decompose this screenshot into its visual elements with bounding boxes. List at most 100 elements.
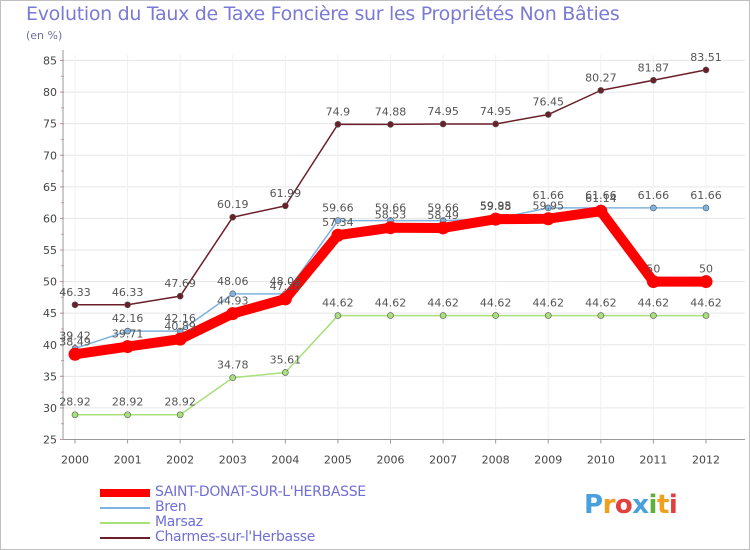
axes-layer: 25 30 35 40 45 50 55 60 65 70 75 80 85 2000 2001 2002 20… <box>43 50 745 467</box>
series-point-0 <box>439 120 447 128</box>
series-point-0 <box>702 66 710 74</box>
data-label-3: 59.95 <box>533 200 565 213</box>
data-label-1: 35.61 <box>270 353 302 366</box>
data-label-1: 44.62 <box>375 297 407 310</box>
series-point-3 <box>594 204 608 218</box>
series-point-3 <box>68 347 82 361</box>
series-point-1 <box>124 411 131 419</box>
data-label-1: 28.92 <box>112 396 144 409</box>
series-point-0 <box>282 202 289 210</box>
series-point-1 <box>176 411 184 419</box>
x-tick-label: 2002 <box>166 454 194 467</box>
chart-legend: SAINT-DONAT-SUR-L'HERBASSE Bren Marsaz C… <box>100 484 430 545</box>
series-point-3 <box>226 307 240 321</box>
legend-label-marsaz: Marsaz <box>155 514 203 530</box>
data-label-0: 80.27 <box>585 71 617 84</box>
series-point-1 <box>544 312 552 319</box>
data-label-3: 47.26 <box>270 280 302 293</box>
data-label-2: 42.16 <box>112 312 144 325</box>
y-tick-label: 75 <box>43 118 57 131</box>
logo-letter: t <box>656 490 669 520</box>
series-layer <box>68 66 713 419</box>
data-label-3: 50 <box>646 263 660 276</box>
y-tick-label: 60 <box>43 212 57 225</box>
series-point-3 <box>384 221 397 235</box>
data-label-2: 61.66 <box>585 189 617 202</box>
series-point-3 <box>541 212 555 226</box>
y-axis-unit-label: (en %) <box>26 29 63 42</box>
data-label-0: 74.88 <box>375 105 407 118</box>
x-tick-label: 2003 <box>219 454 247 467</box>
series-point-0 <box>229 213 237 221</box>
data-label-3: 58.53 <box>375 209 407 222</box>
x-tick-label: 2007 <box>429 454 457 467</box>
legend-swatch-bren <box>100 507 150 509</box>
x-tick-label: 2012 <box>692 454 720 467</box>
legend-label-saint-donat: SAINT-DONAT-SUR-L'HERBASSE <box>155 484 366 500</box>
series-point-0 <box>650 76 657 84</box>
series-point-0 <box>492 120 499 128</box>
data-label-3: 50 <box>699 263 713 276</box>
series-point-3 <box>646 275 660 289</box>
data-label-1: 44.62 <box>533 297 565 310</box>
series-point-2 <box>124 327 131 335</box>
data-label-0: 81.87 <box>638 61 670 74</box>
series-point-0 <box>334 120 342 128</box>
data-label-3: 44.93 <box>217 295 249 308</box>
y-tick-label: 35 <box>43 370 57 383</box>
x-tick-label: 2005 <box>324 454 352 467</box>
chart-title: Evolution du Taux de Taxe Foncière sur l… <box>26 3 620 25</box>
y-tick-label: 55 <box>43 244 57 257</box>
data-label-2: 48.06 <box>270 275 302 288</box>
series-point-2 <box>702 204 710 212</box>
data-label-2: 39.42 <box>59 329 91 342</box>
series-point-3 <box>121 340 135 354</box>
x-tick-label: 2011 <box>639 454 667 467</box>
series-point-3 <box>699 275 713 289</box>
proxiti-logo: Proxiti <box>584 490 678 520</box>
legend-item-bren: Bren <box>100 499 430 515</box>
data-label-0: 83.51 <box>690 51 722 64</box>
legend-label-bren: Bren <box>155 499 187 515</box>
y-tick-label: 85 <box>43 55 57 68</box>
data-label-2: 59.95 <box>480 200 512 213</box>
x-tick-label: 2004 <box>271 454 299 467</box>
data-label-1: 28.92 <box>59 396 91 409</box>
series-point-3 <box>331 228 345 242</box>
y-tick-label: 25 <box>43 434 57 447</box>
series-point-0 <box>176 292 184 300</box>
data-label-2: 61.66 <box>638 189 670 202</box>
legend-item-charmes: Charmes-sur-l'Herbasse <box>100 529 430 545</box>
data-label-2: 42.16 <box>164 312 196 325</box>
data-label-1: 44.62 <box>690 297 722 310</box>
data-label-1: 44.62 <box>480 297 512 310</box>
series-point-2 <box>229 290 237 298</box>
series-point-0 <box>71 301 79 309</box>
logo-letter: i <box>648 490 658 520</box>
data-label-1: 44.62 <box>427 297 459 310</box>
data-label-2: 61.66 <box>690 189 722 202</box>
series-point-2 <box>650 204 657 212</box>
series-point-3 <box>436 221 450 235</box>
data-label-0: 74.9 <box>326 105 351 118</box>
series-point-0 <box>544 111 552 118</box>
data-label-2: 59.66 <box>322 202 354 215</box>
x-tick-label: 2008 <box>482 454 510 467</box>
series-point-1 <box>492 312 499 319</box>
data-label-3: 57.34 <box>322 216 354 229</box>
data-label-0: 74.95 <box>427 105 459 118</box>
y-tick-label: 70 <box>43 149 57 162</box>
data-label-2: 59.66 <box>427 202 459 215</box>
series-point-2 <box>544 204 552 212</box>
y-tick-label: 30 <box>43 402 57 415</box>
logo-letter: r <box>602 490 616 520</box>
data-label-2: 59.66 <box>375 202 407 215</box>
data-label-0: 46.33 <box>59 286 91 299</box>
data-label-0: 47.69 <box>164 277 196 290</box>
data-label-2: 48.06 <box>217 275 249 288</box>
y-tick-label: 80 <box>43 86 57 99</box>
x-tick-label: 2010 <box>587 454 615 467</box>
data-label-1: 44.62 <box>585 297 617 310</box>
series-point-0 <box>387 121 394 128</box>
x-tick-label: 2009 <box>534 454 562 467</box>
